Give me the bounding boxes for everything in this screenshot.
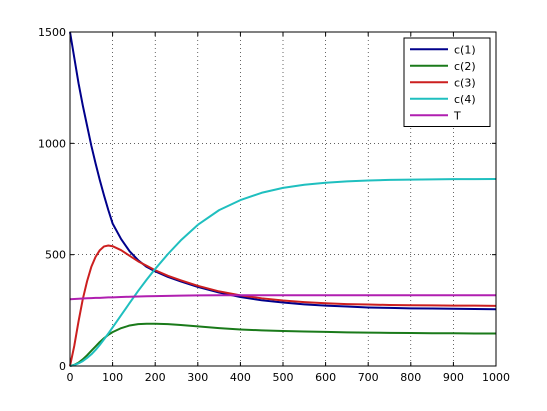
x-tick-label: 100 (102, 371, 123, 384)
series-line-c1 (69, 31, 497, 311)
series-line-c3 (69, 244, 497, 367)
legend-label: c(4) (454, 93, 476, 106)
series-line-c2 (69, 322, 496, 367)
x-tick-label: 600 (315, 371, 336, 384)
legend-label: c(3) (454, 76, 476, 89)
y-tick-label: 500 (45, 249, 66, 262)
x-tick-label: 700 (358, 371, 379, 384)
x-tick-label: 1000 (482, 371, 510, 384)
axis-ticks: 0 100 200 300 400 500 600 700 800 900 1000 0 500 1000… (38, 26, 510, 384)
series-lines (69, 31, 497, 367)
x-tick-label: 400 (230, 371, 251, 384)
x-tick-label: 800 (400, 371, 421, 384)
x-tick-label: 900 (443, 371, 464, 384)
legend-label: c(2) (454, 60, 476, 73)
y-tick-label: 1000 (38, 137, 66, 150)
series-line-t (69, 294, 496, 301)
x-tick-label: 0 (67, 371, 74, 384)
y-tick-label: 0 (59, 360, 66, 373)
grid-lines (70, 32, 496, 366)
x-tick-label: 500 (273, 371, 294, 384)
y-tick-label: 1500 (38, 26, 66, 39)
legend-label: c(1) (454, 43, 476, 56)
x-tick-label: 300 (187, 371, 208, 384)
legend: c(1) c(2) c(3) c(4) T (403, 37, 491, 127)
legend-label: T (453, 109, 461, 122)
x-tick-label: 200 (145, 371, 166, 384)
series-line-c4 (69, 177, 497, 367)
